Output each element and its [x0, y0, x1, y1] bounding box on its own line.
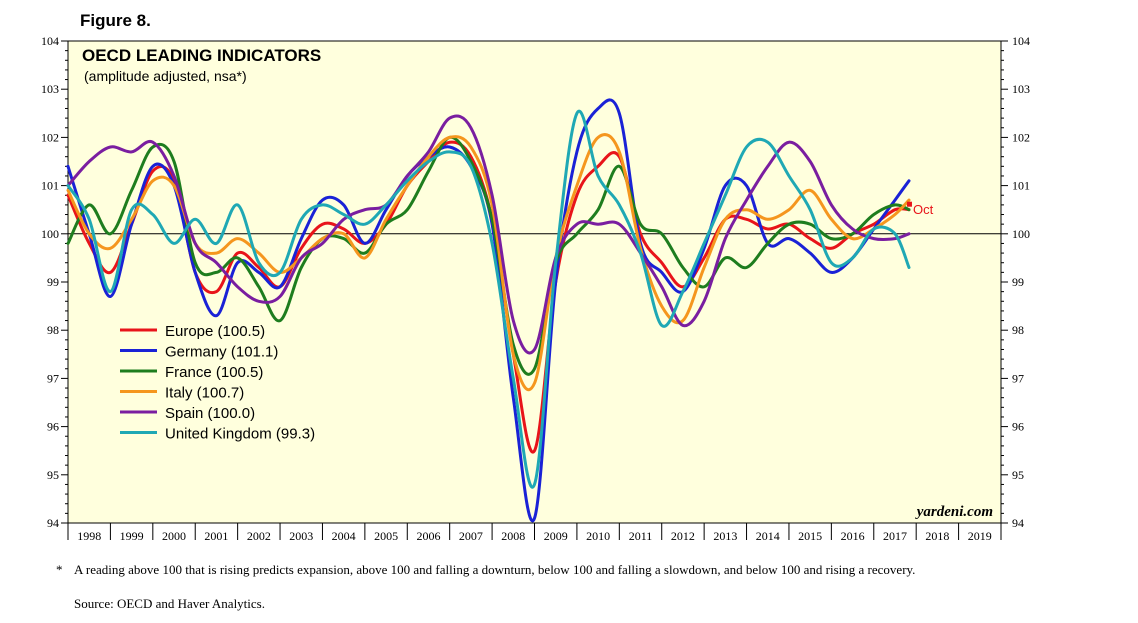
legend-label-europe: Europe (100.5) [165, 323, 265, 340]
x-tick-label-2019: 2019 [968, 529, 992, 543]
watermark: yardeni.com [915, 504, 993, 520]
x-tick-label-2003: 2003 [289, 529, 313, 543]
y-tick-label-left-100: 100 [41, 227, 59, 241]
oct-annotation: Oct [913, 202, 934, 217]
x-tick-label-2009: 2009 [544, 529, 568, 543]
y-tick-label-right-95: 95 [1012, 468, 1024, 482]
y-tick-label-left-96: 96 [47, 420, 59, 434]
y-tick-label-right-98: 98 [1012, 323, 1024, 337]
x-tick-label-2013: 2013 [713, 529, 737, 543]
y-tick-label-left-103: 103 [41, 82, 59, 96]
y-tick-label-right-94: 94 [1012, 516, 1024, 530]
series-line-united-kingdom [66, 109, 911, 489]
y-tick-label-left-104: 104 [41, 34, 59, 48]
legend-label-france: France (100.5) [165, 364, 263, 381]
y-tick-label-right-96: 96 [1012, 420, 1024, 434]
y-tick-label-right-100: 100 [1012, 227, 1030, 241]
y-axis-left: 94 95 96 97 98 99 100 101 102 103 104 [41, 34, 68, 530]
x-tick-label-2006: 2006 [416, 529, 440, 543]
series-line-italy [66, 133, 911, 391]
x-axis: 1998 1999 2000 2001 2002 2003 2004 2005 2006 2007… [67, 523, 1002, 543]
x-tick-label-2001: 2001 [204, 529, 228, 543]
x-tick-label-2014: 2014 [756, 529, 780, 543]
chart-subtitle: (amplitude adjusted, nsa*) [84, 68, 247, 84]
x-tick-label-2015: 2015 [798, 529, 822, 543]
x-tick-label-2007: 2007 [459, 529, 483, 543]
x-tick-label-2002: 2002 [247, 529, 271, 543]
source-note: Source: OECD and Haver Analytics. [74, 596, 265, 611]
x-tick-label-2010: 2010 [586, 529, 610, 543]
y-tick-label-left-94: 94 [47, 516, 59, 530]
y-tick-label-right-101: 101 [1012, 179, 1030, 193]
legend-label-germany: Germany (101.1) [165, 344, 278, 361]
y-tick-label-right-104: 104 [1012, 34, 1030, 48]
y-tick-label-left-101: 101 [41, 179, 59, 193]
oct-marker [906, 201, 912, 207]
y-tick-label-left-102: 102 [41, 130, 59, 144]
footnote: * A reading above 100 that is rising pre… [56, 563, 1006, 576]
series-line-spain [66, 114, 911, 355]
y-tick-label-left-99: 99 [47, 275, 59, 289]
x-tick-label-2016: 2016 [841, 529, 865, 543]
footnote-marker: * [56, 562, 63, 577]
x-tick-label-2000: 2000 [162, 529, 186, 543]
y-axis-right: 94 95 96 97 98 99 100 101 102 103 104 [1001, 34, 1030, 530]
legend-label-spain: Spain (100.0) [165, 405, 255, 422]
legend: Europe (100.5) Germany (101.1) France (100… [120, 323, 315, 443]
footnote-text: A reading above 100 that is rising predi… [74, 562, 916, 577]
x-tick-label-2005: 2005 [374, 529, 398, 543]
x-tick-label-2018: 2018 [925, 529, 949, 543]
y-tick-label-left-98: 98 [47, 323, 59, 337]
x-tick-label-2004: 2004 [332, 529, 356, 543]
y-tick-label-left-95: 95 [47, 468, 59, 482]
x-tick-label-2008: 2008 [501, 529, 525, 543]
x-tick-label-2017: 2017 [883, 529, 907, 543]
x-tick-label-1999: 1999 [120, 529, 144, 543]
x-tick-label-2012: 2012 [671, 529, 695, 543]
x-tick-label-2011: 2011 [629, 529, 653, 543]
y-tick-label-right-103: 103 [1012, 82, 1030, 96]
series-line-germany [66, 98, 911, 523]
series-lines [66, 98, 912, 523]
figure-label: Figure 8. [80, 11, 151, 30]
legend-label-italy: Italy (100.7) [165, 385, 244, 402]
y-tick-label-right-102: 102 [1012, 130, 1030, 144]
legend-label-united-kingdom: United Kingdom (99.3) [165, 426, 315, 443]
y-tick-label-right-97: 97 [1012, 371, 1024, 385]
y-tick-label-right-99: 99 [1012, 275, 1024, 289]
x-tick-label-1998: 1998 [77, 529, 101, 543]
series-line-france [66, 135, 911, 376]
y-tick-label-left-97: 97 [47, 371, 59, 385]
chart-title: OECD LEADING INDICATORS [82, 46, 321, 65]
